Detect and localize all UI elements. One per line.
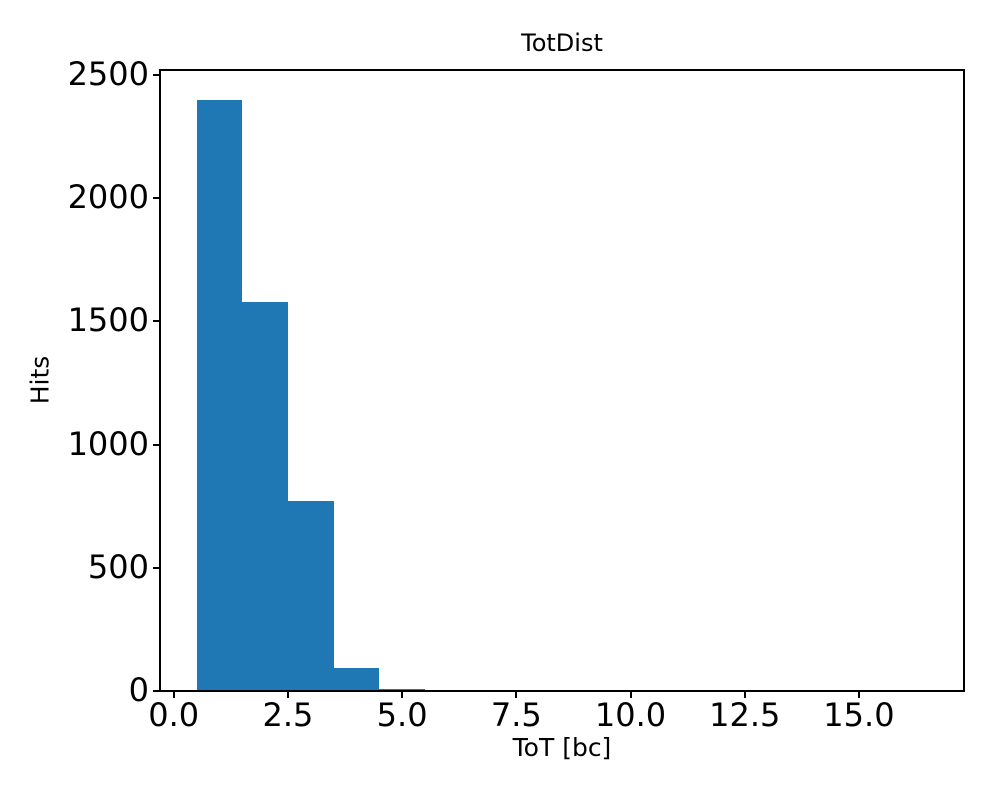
y-tick-label: 2000 bbox=[67, 178, 149, 217]
y-tick-label: 1500 bbox=[67, 301, 149, 340]
x-tick-mark bbox=[286, 691, 289, 698]
y-tick-label: 500 bbox=[87, 547, 149, 586]
y-tick-mark bbox=[153, 566, 160, 569]
x-tick-mark bbox=[629, 691, 632, 698]
y-tick-mark bbox=[153, 73, 160, 76]
x-tick-mark bbox=[743, 691, 746, 698]
x-tick-label: 15.0 bbox=[823, 696, 895, 734]
x-tick-mark bbox=[401, 691, 404, 698]
histogram-bar bbox=[196, 99, 243, 691]
histogram-bar bbox=[333, 667, 380, 691]
histogram-bar bbox=[287, 501, 334, 691]
histogram-bar bbox=[379, 688, 425, 691]
chart-title: TotDist bbox=[521, 29, 603, 57]
histogram-bars bbox=[160, 70, 964, 691]
x-tick-label: 10.0 bbox=[594, 696, 667, 734]
x-tick-label: 2.5 bbox=[262, 696, 314, 734]
x-tick-mark bbox=[172, 691, 175, 698]
histogram-bar bbox=[242, 301, 288, 691]
x-tick-label: 7.5 bbox=[490, 696, 542, 734]
y-tick-mark bbox=[153, 443, 160, 446]
plot-area bbox=[159, 69, 965, 692]
x-tick-label: 5.0 bbox=[376, 696, 428, 734]
x-tick-label: 12.5 bbox=[709, 696, 781, 734]
y-tick-mark bbox=[153, 320, 160, 323]
x-tick-mark bbox=[857, 691, 860, 698]
y-tick-label: 0 bbox=[128, 671, 149, 710]
x-tick-mark bbox=[515, 691, 518, 698]
x-axis-label: ToT [bc] bbox=[512, 733, 612, 762]
y-tick-label: 1000 bbox=[67, 424, 149, 463]
y-tick-label: 2500 bbox=[67, 55, 149, 94]
x-tick-label: 0.0 bbox=[148, 696, 200, 734]
y-tick-mark bbox=[153, 690, 160, 692]
y-axis-label: Hits bbox=[25, 355, 55, 405]
y-tick-mark bbox=[153, 197, 160, 200]
